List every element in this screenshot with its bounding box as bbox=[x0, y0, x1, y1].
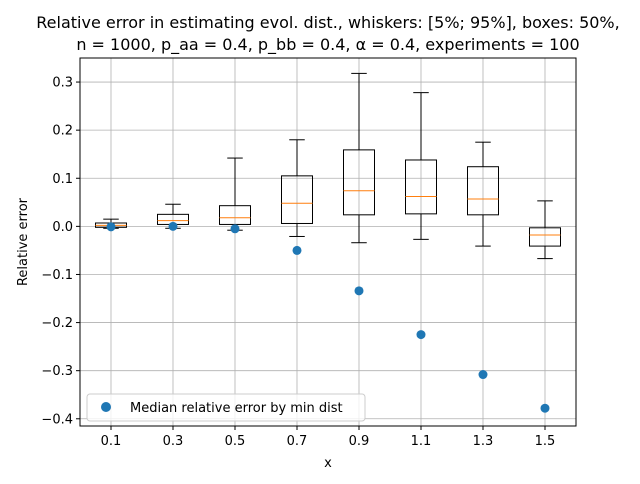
y-axis-label: Relative error bbox=[16, 197, 31, 286]
y-tick-label: −0.1 bbox=[41, 268, 73, 283]
y-tick-label: 0.0 bbox=[52, 220, 73, 235]
legend-frame bbox=[86, 393, 366, 422]
x-axis-ticks: 0.1 0.3 0.5 0.7 0.9 1.1 1.3 1.5 bbox=[101, 426, 556, 449]
median-point bbox=[416, 330, 426, 340]
legend-label: Median relative error by min dist bbox=[130, 401, 343, 416]
box-0.9 bbox=[343, 72, 375, 244]
box-0.7 bbox=[281, 139, 313, 237]
x-tick-label: 1.5 bbox=[535, 434, 556, 449]
median-point bbox=[540, 403, 550, 413]
x-axis-label: x bbox=[324, 456, 332, 471]
legend: Median relative error by min dist bbox=[86, 393, 366, 422]
x-tick-label: 0.9 bbox=[349, 434, 370, 449]
grid bbox=[80, 58, 576, 426]
median-point bbox=[168, 221, 178, 231]
y-axis-ticks: 0.3 0.2 0.1 0.0 −0.1 −0.2 −0.3 −0.4 bbox=[41, 76, 80, 427]
box-1.3 bbox=[467, 141, 499, 247]
box-iqr bbox=[281, 175, 313, 224]
box-1.5 bbox=[529, 200, 561, 260]
y-tick-label: −0.3 bbox=[41, 364, 73, 379]
y-tick-label: 0.2 bbox=[52, 124, 73, 139]
y-tick-label: −0.4 bbox=[41, 412, 73, 427]
y-tick-label: 0.3 bbox=[52, 76, 73, 91]
x-tick-label: 0.7 bbox=[287, 434, 308, 449]
median-point bbox=[106, 222, 116, 232]
x-tick-label: 0.5 bbox=[225, 434, 246, 449]
median-point bbox=[478, 370, 488, 380]
chart-title-line-2: n = 1000, p_aa = 0.4, p_bb = 0.4, α = 0.… bbox=[76, 35, 579, 55]
plot-frame bbox=[79, 57, 577, 427]
box-iqr bbox=[467, 166, 499, 216]
median-point bbox=[230, 224, 240, 234]
y-tick-label: −0.2 bbox=[41, 316, 73, 331]
legend-marker-icon bbox=[101, 402, 111, 412]
median-point bbox=[292, 245, 302, 255]
x-tick-label: 1.1 bbox=[411, 434, 432, 449]
median-point bbox=[354, 286, 364, 296]
x-tick-label: 1.3 bbox=[473, 434, 494, 449]
median-points bbox=[106, 221, 550, 413]
box-iqr bbox=[529, 227, 561, 247]
box-iqr bbox=[343, 149, 375, 216]
x-tick-label: 0.3 bbox=[163, 434, 184, 449]
box-1.1 bbox=[405, 92, 437, 240]
y-tick-label: 0.1 bbox=[52, 172, 73, 187]
box-iqr bbox=[405, 159, 437, 215]
chart-title-line-1: Relative error in estimating evol. dist.… bbox=[36, 13, 619, 32]
x-tick-label: 0.1 bbox=[101, 434, 122, 449]
